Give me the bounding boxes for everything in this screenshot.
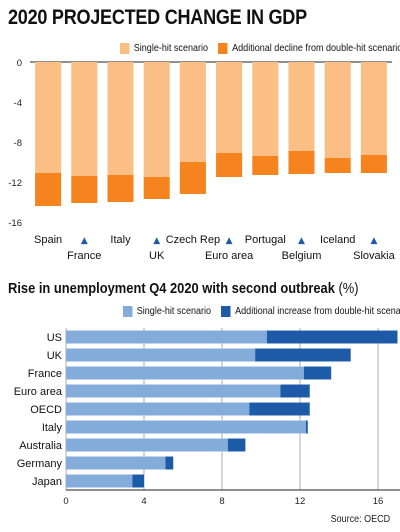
unemployment-legend: Single-hit scenario Additional increase …	[123, 305, 400, 317]
unemp-bar-single	[66, 402, 250, 416]
gdp-category-label: Slovakia	[353, 250, 395, 262]
gdp-y-tick-label: -12	[8, 178, 22, 189]
unemp-x-tick-label: 4	[141, 496, 146, 507]
unemp-legend-swatch-single	[123, 305, 133, 317]
gdp-bar-double	[143, 177, 170, 199]
gdp-category-label: Belgium	[282, 250, 322, 262]
unemp-category-label: OECD	[30, 404, 62, 416]
gdp-category-marker: ▲	[81, 236, 88, 246]
gdp-bar-single	[216, 62, 243, 153]
gdp-legend-label-double: Additional decline from double-hit scena…	[232, 42, 400, 54]
gdp-bar-double	[35, 173, 62, 206]
gdp-bar-double	[216, 153, 243, 177]
gdp-legend: Single-hit scenario Additional decline f…	[120, 42, 400, 54]
gdp-category-marker: ▲	[298, 236, 305, 246]
unemp-bar-double	[266, 330, 398, 344]
unemp-category-label: Japan	[32, 476, 62, 488]
gdp-legend-swatch-double	[218, 42, 228, 54]
gdp-bar-single	[71, 62, 98, 176]
unemp-category-label: US	[47, 332, 62, 344]
gdp-category-marker: ▲	[226, 236, 233, 246]
gdp-bar-single	[288, 62, 315, 151]
gdp-bar-single	[143, 62, 170, 177]
gdp-category-label: Czech Rep	[166, 234, 220, 246]
unemp-bar-double	[132, 474, 144, 488]
gdp-category-label: Portugal	[245, 234, 286, 246]
unemp-bar-single	[66, 330, 267, 344]
gdp-bar-single	[252, 62, 279, 156]
gdp-category-marker: ▲	[153, 236, 160, 246]
gdp-bar-double	[324, 158, 351, 173]
unemp-category-label: France	[28, 368, 62, 380]
unemp-bar-double	[305, 420, 308, 434]
unemp-bar-double	[249, 402, 310, 416]
gdp-bar-single	[179, 62, 206, 162]
gdp-chart-title: 2020 PROJECTED CHANGE IN GDP	[8, 6, 307, 29]
gdp-category-label: France	[67, 250, 101, 262]
gdp-y-tick-label: 0	[17, 58, 22, 69]
unemp-legend-label-single: Single-hit scenario	[136, 305, 212, 317]
gdp-legend-swatch-single	[120, 42, 130, 54]
unemp-bar-single	[66, 474, 133, 488]
gdp-bar-single	[324, 62, 351, 158]
unemp-category-label: Euro area	[14, 386, 63, 398]
gdp-category-label: Spain	[34, 234, 62, 246]
gdp-category-label: Italy	[110, 234, 131, 246]
gdp-bar-double	[288, 151, 315, 174]
gdp-y-tick-label: -8	[14, 138, 22, 149]
unemp-bar-double	[255, 348, 351, 362]
unemp-category-label: Italy	[42, 422, 63, 434]
unemp-x-tick-label: 0	[63, 496, 68, 507]
gdp-y-tick-label: -16	[8, 218, 22, 229]
unemp-bar-double	[227, 438, 246, 452]
gdp-bar-single	[360, 62, 387, 155]
source-note: Source: OECD	[330, 514, 390, 525]
unemp-bar-single	[66, 384, 281, 398]
gdp-bar-double	[107, 175, 134, 202]
unemployment-title-unit: (%)	[338, 280, 359, 297]
gdp-y-tick-label: -4	[14, 98, 22, 109]
unemp-bar-single	[66, 348, 256, 362]
unemp-bar-single	[66, 366, 304, 380]
unemp-bar-double	[303, 366, 332, 380]
unemp-legend-swatch-double	[221, 305, 231, 317]
unemp-bar-single	[66, 456, 166, 470]
unemp-bar-single	[66, 438, 228, 452]
gdp-bar-double	[360, 155, 387, 173]
unemployment-title-text: Rise in unemployment Q4 2020 with second…	[8, 280, 335, 297]
gdp-category-label: Euro area	[205, 250, 254, 262]
gdp-category-marker: ▲	[370, 236, 377, 246]
gdp-bar-single	[35, 62, 62, 173]
unemp-x-tick-label: 8	[219, 496, 224, 507]
unemp-legend-label-double: Additional increase from double-hit scen…	[235, 305, 400, 317]
unemp-category-label: UK	[47, 350, 63, 362]
gdp-legend-label-single: Single-hit scenario	[133, 42, 209, 54]
unemp-bar-double	[280, 384, 310, 398]
gdp-category-label: UK	[149, 250, 165, 262]
unemp-category-label: Germany	[17, 458, 63, 470]
gdp-bar-single	[107, 62, 134, 175]
unemployment-chart-title: Rise in unemployment Q4 2020 with second…	[8, 280, 359, 297]
unemp-bar-single	[66, 420, 306, 434]
unemp-x-tick-label: 12	[295, 496, 306, 507]
gdp-bar-double	[179, 162, 206, 194]
gdp-bar-double	[71, 176, 98, 203]
unemp-x-tick-label: 16	[373, 496, 384, 507]
gdp-bar-double	[252, 156, 279, 175]
unemp-category-label: Australia	[19, 440, 63, 452]
unemp-bar-double	[165, 456, 174, 470]
gdp-category-label: Iceland	[320, 234, 355, 246]
